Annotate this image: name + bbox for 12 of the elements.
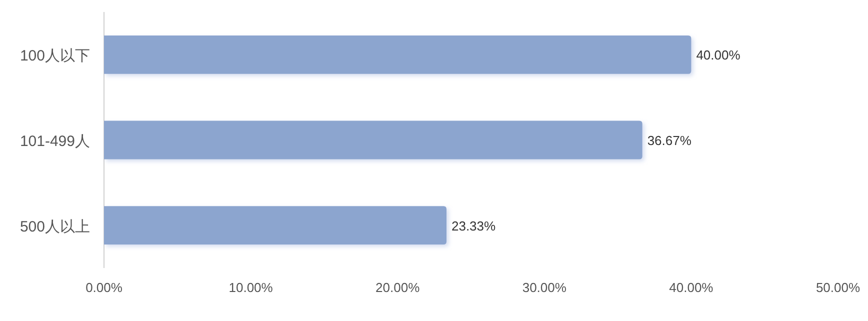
- y-tick-label: 100人以下: [20, 48, 90, 65]
- data-label: 23.33%: [451, 218, 496, 234]
- data-label: 40.00%: [696, 48, 741, 63]
- y-tick-label: 500人以上: [20, 218, 90, 236]
- x-tick-label: 20.00%: [376, 280, 420, 295]
- x-tick-label: 30.00%: [522, 280, 567, 295]
- data-label: 36.67%: [647, 133, 692, 148]
- y-tick-label: 101-499人: [20, 133, 90, 150]
- x-tick-label: 10.00%: [228, 280, 274, 295]
- x-tick-label: 40.00%: [669, 280, 714, 295]
- x-tick-label: 0.00%: [86, 280, 123, 295]
- x-tick-label: 50.00%: [816, 280, 860, 295]
